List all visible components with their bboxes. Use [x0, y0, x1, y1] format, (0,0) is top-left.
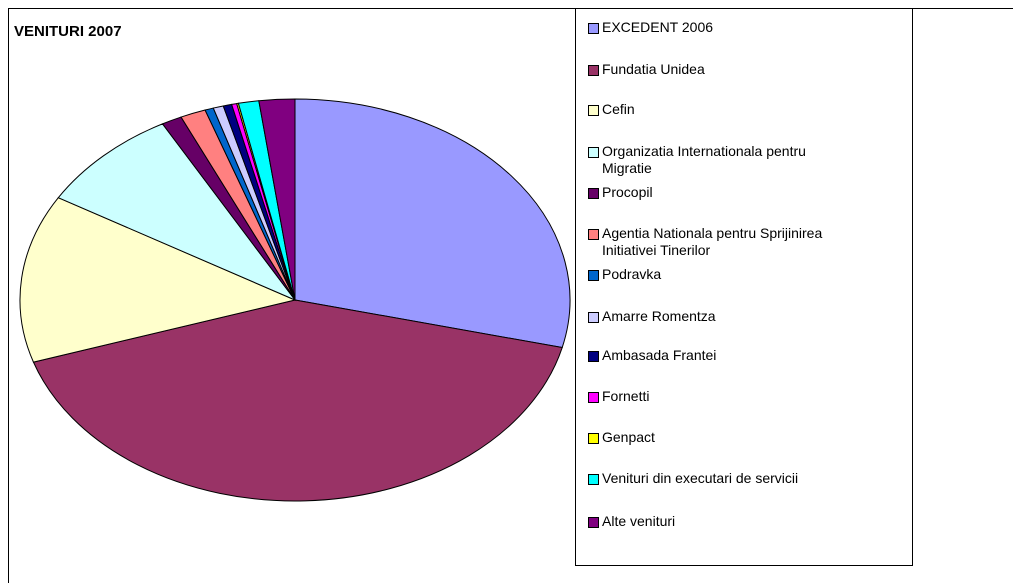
legend-swatch: [588, 351, 599, 362]
legend-frame: [575, 8, 913, 566]
legend-label: Alte venituri: [602, 513, 676, 529]
legend-label: Ambasada Frantei: [602, 347, 717, 363]
legend-label: Podravka: [602, 266, 662, 282]
pie-slice: [57, 123, 297, 302]
pie-slice: [258, 98, 296, 301]
legend-swatch: [588, 65, 599, 76]
legend-label: Cefin: [602, 101, 635, 117]
legend-swatch: [588, 229, 599, 240]
legend-swatch: [588, 474, 599, 485]
legend-swatch: [588, 105, 599, 116]
legend-swatch: [588, 23, 599, 34]
legend-swatch: [588, 147, 599, 158]
legend-label: Genpact: [602, 429, 655, 445]
legend-label: Fundatia Unidea: [602, 61, 705, 77]
legend-label: Amarre Romentza: [602, 308, 716, 324]
legend-swatch: [588, 188, 599, 199]
legend-swatch: [588, 312, 599, 323]
legend-label: Agentia Nationala pentru Sprijinirea Ini…: [602, 225, 823, 258]
pie-slice: [32, 299, 563, 502]
pie-slice: [19, 197, 297, 363]
legend-swatch: [588, 270, 599, 281]
legend-label: Venituri din executari de servicii: [602, 470, 799, 486]
legend-label: Procopil: [602, 184, 653, 200]
legend-swatch: [588, 433, 599, 444]
pie-slice: [294, 98, 571, 349]
legend-swatch: [588, 392, 599, 403]
legend-label: Organizatia Internationala pentru Migrat…: [602, 143, 806, 176]
chart-title: VENITURI 2007: [14, 23, 122, 40]
legend-swatch: [588, 517, 599, 528]
legend-label: EXCEDENT 2006: [602, 19, 714, 35]
legend-label: Fornetti: [602, 388, 650, 404]
chart-frame: [8, 8, 1013, 583]
